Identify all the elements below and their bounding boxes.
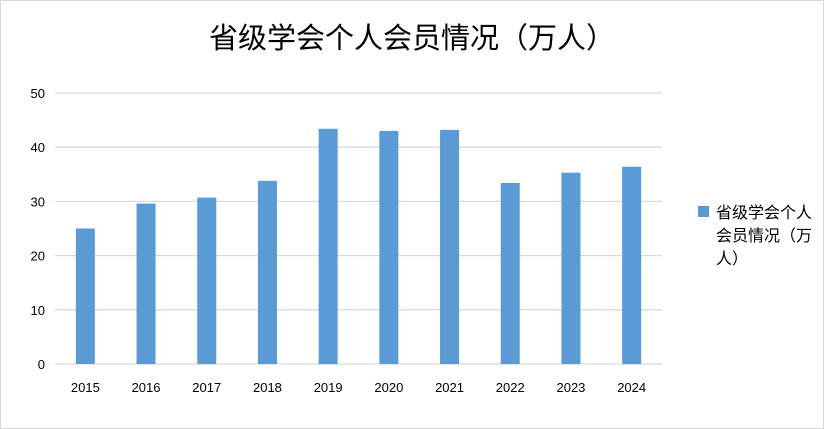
y-tick-label: 20: [31, 249, 45, 264]
x-tick-label: 2015: [71, 380, 100, 395]
chart-title: 省级学会个人会员情况（万人）: [208, 21, 615, 55]
bar-2022: [500, 182, 520, 364]
bar-2017: [197, 197, 217, 364]
bar-2018: [257, 180, 277, 364]
x-tick-label: 2019: [314, 380, 343, 395]
x-tick-label: 2016: [132, 380, 161, 395]
y-tick-label: 40: [31, 140, 45, 155]
y-tick-label: 30: [31, 194, 45, 209]
y-tick-label: 0: [38, 357, 45, 372]
bar-2021: [440, 129, 460, 364]
y-tick-label: 10: [31, 303, 45, 318]
x-tick-label: 2017: [192, 380, 221, 395]
x-tick-label: 2024: [617, 380, 646, 395]
bar-2019: [318, 128, 338, 364]
y-tick-label: 50: [31, 86, 45, 101]
x-tick-label: 2018: [253, 380, 282, 395]
legend-swatch: [698, 206, 709, 217]
x-tick-label: 2021: [435, 380, 464, 395]
legend-label: 省级学会个人会员情况（万人）: [716, 203, 813, 268]
bar-2023: [561, 172, 581, 364]
bar-2016: [136, 203, 156, 364]
x-tick-label: 2022: [496, 380, 525, 395]
x-tick-label: 2023: [556, 380, 585, 395]
bar-2015: [75, 228, 95, 364]
bar-2020: [379, 130, 399, 364]
x-tick-label: 2020: [374, 380, 403, 395]
bar-2024: [622, 166, 642, 364]
